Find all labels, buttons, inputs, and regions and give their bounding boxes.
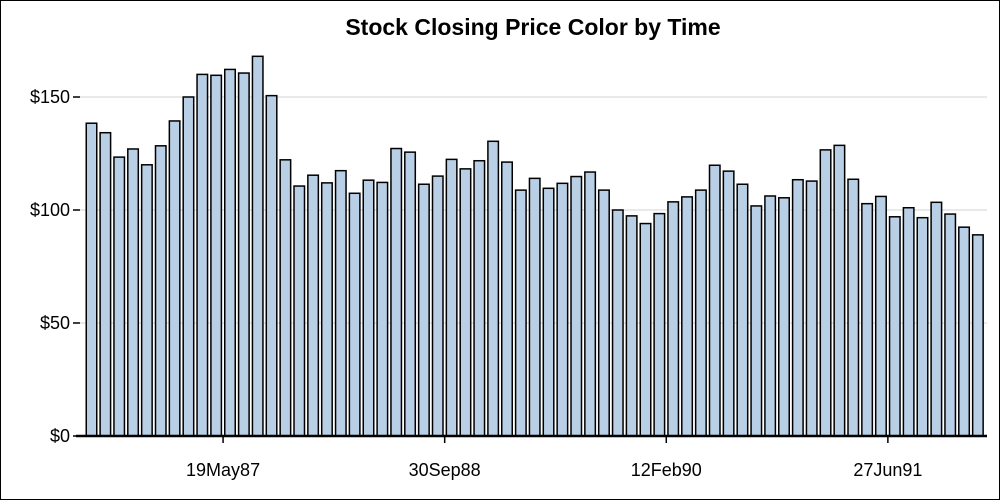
bar: [958, 226, 971, 437]
y-tick-label: $50: [40, 313, 70, 333]
bar: [168, 120, 181, 437]
bar: [888, 216, 901, 437]
bar: [764, 195, 777, 437]
bar: [376, 181, 389, 437]
bar: [611, 209, 624, 437]
bar: [556, 182, 569, 437]
y-tick-label: $0: [50, 426, 70, 446]
bar: [667, 201, 680, 437]
bar: [320, 182, 333, 437]
bar: [819, 149, 832, 437]
bar: [681, 196, 694, 437]
chart-title: Stock Closing Price Color by Time: [345, 14, 720, 40]
bar: [791, 178, 804, 437]
bar: [279, 159, 292, 437]
bar: [597, 189, 610, 437]
bar: [459, 168, 472, 437]
bar: [722, 170, 735, 437]
bar: [542, 187, 555, 437]
y-tick-label: $100: [30, 200, 70, 220]
bar: [182, 96, 195, 437]
bar: [99, 131, 112, 437]
bar: [265, 94, 278, 437]
bar: [930, 201, 943, 437]
axes: $0 $50 $100 $150 19May87 30Sep88 12Feb90 27Jun9…: [30, 87, 987, 480]
bar: [778, 197, 790, 437]
bar: [293, 185, 306, 437]
bar: [196, 73, 209, 437]
bar: [487, 140, 500, 437]
bar: [750, 205, 763, 437]
bar: [874, 195, 887, 437]
bar: [113, 156, 126, 437]
bar: [127, 148, 140, 437]
bar: [501, 161, 513, 437]
bar: [210, 74, 223, 437]
bar: [833, 144, 846, 437]
bar: [736, 183, 749, 437]
bar: [944, 213, 957, 437]
bar: [85, 122, 98, 437]
bar: [653, 212, 666, 437]
bar: [140, 164, 153, 437]
bar: [708, 164, 721, 437]
bar: [251, 55, 264, 437]
bar: [971, 234, 984, 437]
bar: [514, 189, 527, 437]
bars: [85, 55, 984, 437]
y-tick-label: $150: [30, 87, 70, 107]
bar: [417, 183, 430, 437]
bar: [570, 175, 583, 437]
bar: [404, 151, 417, 437]
bar: [348, 192, 361, 437]
bar: [528, 177, 541, 437]
bar: [584, 171, 597, 437]
bar: [694, 189, 707, 437]
bar: [431, 175, 444, 437]
x-tick-label: 27Jun91: [853, 460, 922, 480]
x-tick-label: 19May87: [186, 460, 260, 480]
bar: [805, 180, 818, 437]
bar: [847, 178, 860, 437]
bar: [916, 216, 929, 437]
bar: [861, 202, 874, 437]
bar: [334, 169, 347, 437]
bar: [625, 215, 638, 437]
x-tick-label: 30Sep88: [409, 460, 481, 480]
bar: [445, 158, 458, 437]
bar: [390, 147, 403, 437]
bar: [362, 179, 375, 437]
bar: [639, 222, 652, 437]
bar: [224, 68, 236, 437]
bar: [902, 206, 915, 437]
bar: [154, 145, 167, 437]
bar: [307, 174, 320, 437]
bar: [473, 159, 486, 437]
bar: [237, 72, 250, 437]
x-tick-label: 12Feb90: [631, 460, 702, 480]
